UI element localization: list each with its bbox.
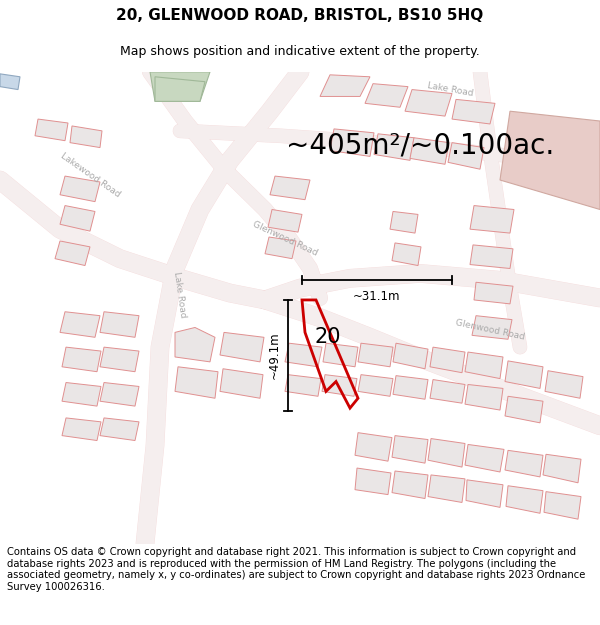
- Polygon shape: [62, 347, 101, 372]
- Polygon shape: [506, 486, 543, 513]
- Text: 20: 20: [315, 328, 341, 348]
- Polygon shape: [392, 243, 421, 266]
- Polygon shape: [35, 119, 68, 141]
- Polygon shape: [265, 237, 296, 259]
- Polygon shape: [0, 74, 20, 89]
- Polygon shape: [285, 343, 322, 367]
- Polygon shape: [390, 211, 418, 233]
- Text: Lake Road: Lake Road: [172, 271, 188, 319]
- Polygon shape: [355, 432, 392, 461]
- Text: Glenwood Road: Glenwood Road: [251, 220, 319, 258]
- Polygon shape: [428, 439, 465, 467]
- Polygon shape: [60, 176, 100, 202]
- Polygon shape: [430, 379, 465, 403]
- Polygon shape: [466, 480, 503, 508]
- Polygon shape: [323, 343, 358, 367]
- Polygon shape: [472, 316, 512, 339]
- Polygon shape: [500, 111, 600, 209]
- Polygon shape: [62, 382, 101, 406]
- Polygon shape: [100, 418, 139, 441]
- Polygon shape: [465, 384, 503, 410]
- Polygon shape: [220, 369, 263, 398]
- Polygon shape: [505, 396, 543, 423]
- Polygon shape: [430, 347, 465, 372]
- Text: Contains OS data © Crown copyright and database right 2021. This information is : Contains OS data © Crown copyright and d…: [7, 548, 586, 592]
- Polygon shape: [175, 367, 218, 398]
- Polygon shape: [544, 492, 581, 519]
- Polygon shape: [70, 126, 102, 148]
- Polygon shape: [470, 245, 513, 269]
- Polygon shape: [220, 332, 264, 362]
- Polygon shape: [405, 89, 452, 116]
- Polygon shape: [55, 241, 90, 266]
- Polygon shape: [365, 84, 408, 107]
- Polygon shape: [543, 454, 581, 482]
- Polygon shape: [474, 282, 513, 304]
- Text: ~49.1m: ~49.1m: [268, 332, 281, 379]
- Polygon shape: [470, 206, 514, 233]
- Polygon shape: [155, 77, 205, 101]
- Polygon shape: [322, 374, 357, 396]
- Polygon shape: [358, 374, 393, 396]
- Text: ~405m²/~0.100ac.: ~405m²/~0.100ac.: [286, 132, 554, 159]
- Polygon shape: [374, 134, 414, 161]
- Polygon shape: [302, 300, 358, 408]
- Polygon shape: [448, 142, 484, 169]
- Text: Lake Road: Lake Road: [427, 81, 473, 98]
- Polygon shape: [355, 468, 391, 494]
- Polygon shape: [285, 374, 321, 396]
- Polygon shape: [100, 347, 139, 372]
- Polygon shape: [320, 75, 370, 96]
- Polygon shape: [60, 206, 95, 231]
- Polygon shape: [268, 209, 302, 232]
- Polygon shape: [175, 328, 215, 362]
- Polygon shape: [465, 444, 504, 472]
- Text: ~31.1m: ~31.1m: [353, 290, 401, 303]
- Polygon shape: [452, 99, 495, 124]
- Polygon shape: [392, 471, 428, 499]
- Polygon shape: [330, 129, 374, 156]
- Text: Map shows position and indicative extent of the property.: Map shows position and indicative extent…: [120, 45, 480, 58]
- Polygon shape: [393, 376, 428, 399]
- Text: Glenwood Road: Glenwood Road: [455, 318, 526, 341]
- Polygon shape: [428, 475, 465, 502]
- Polygon shape: [393, 343, 428, 369]
- Polygon shape: [505, 451, 543, 477]
- Polygon shape: [60, 312, 100, 338]
- Text: 20, GLENWOOD ROAD, BRISTOL, BS10 5HQ: 20, GLENWOOD ROAD, BRISTOL, BS10 5HQ: [116, 8, 484, 23]
- Polygon shape: [545, 371, 583, 398]
- Polygon shape: [505, 361, 543, 388]
- Text: Lakewood Road: Lakewood Road: [58, 151, 122, 199]
- Polygon shape: [150, 72, 210, 101]
- Polygon shape: [465, 352, 503, 379]
- Polygon shape: [410, 138, 449, 164]
- Polygon shape: [270, 176, 310, 199]
- Polygon shape: [100, 382, 139, 406]
- Polygon shape: [358, 343, 393, 367]
- Polygon shape: [100, 312, 139, 338]
- Polygon shape: [392, 436, 428, 463]
- Polygon shape: [62, 418, 101, 441]
